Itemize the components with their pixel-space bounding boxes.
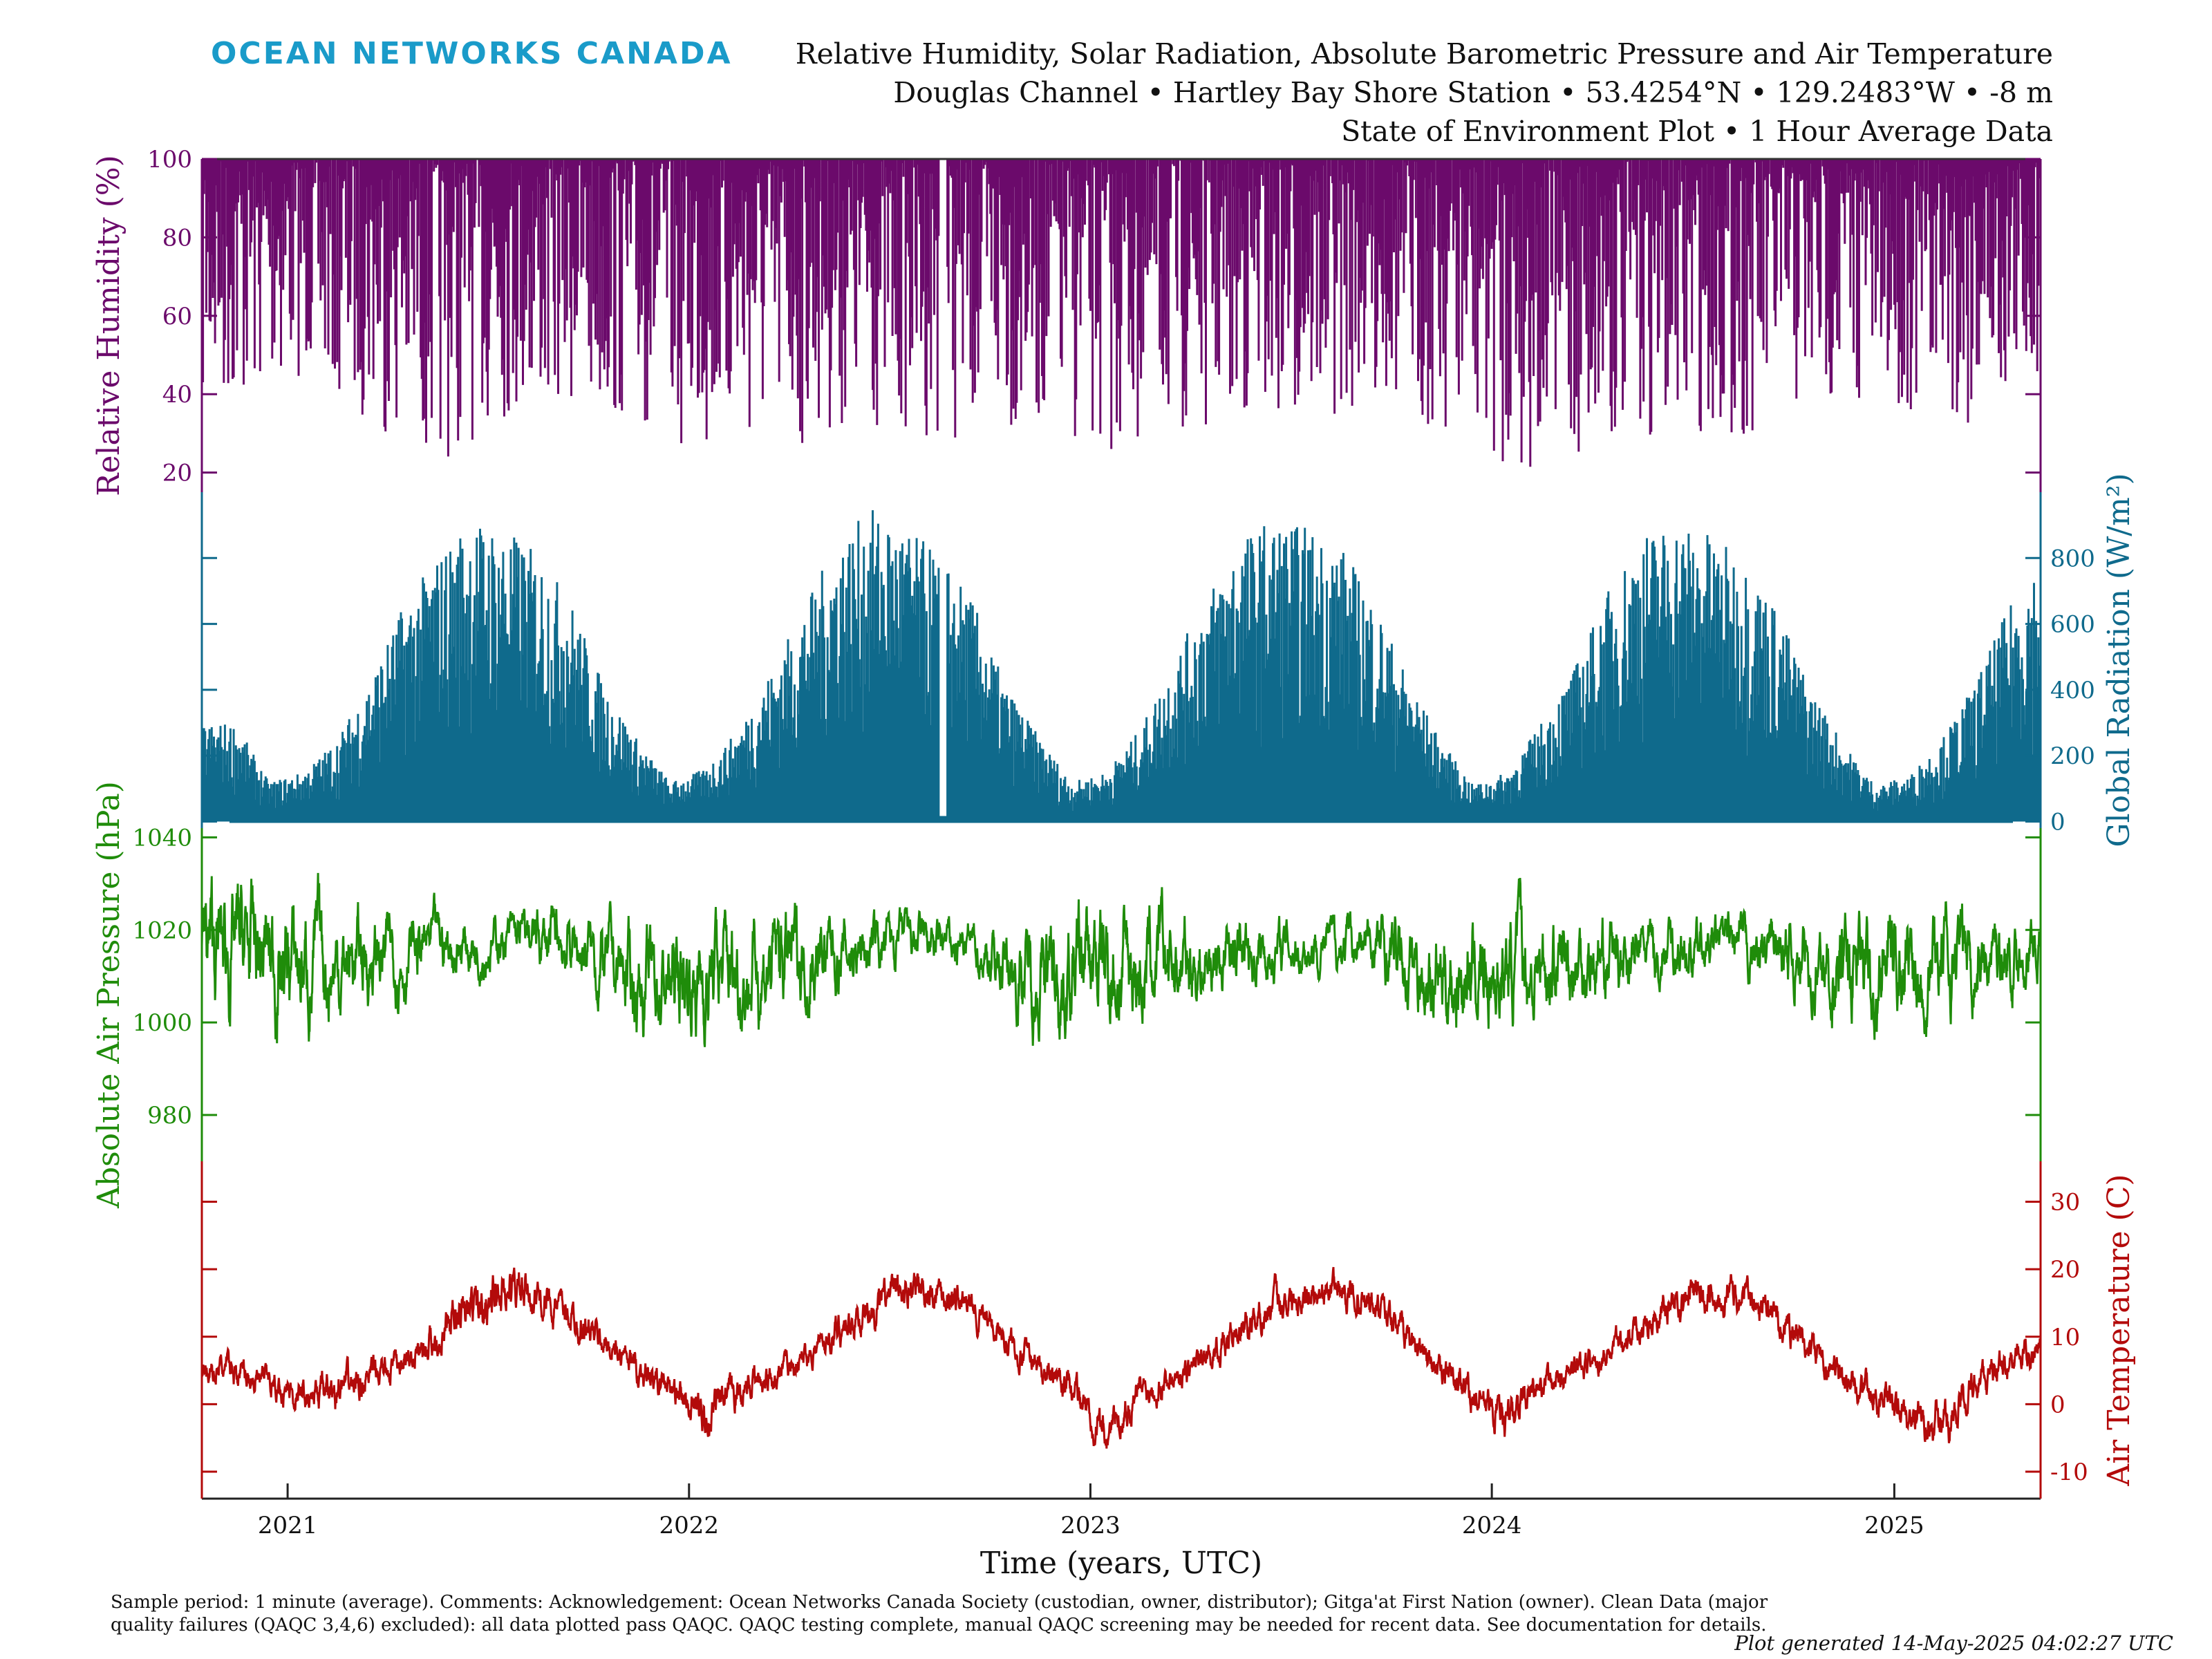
radiation-tick-label: 800 (2050, 545, 2095, 572)
ocean-networks-canada-logo: OCEAN NETWORKS CANADA (211, 36, 733, 71)
time-tick-label: 2025 (1864, 1512, 1924, 1539)
plot-generated-timestamp: Plot generated 14-May-2025 04:02:27 UTC (1734, 1631, 2173, 1655)
chart-subtitle-location: Douglas Channel • Hartley Bay Shore Stat… (893, 76, 2053, 109)
time-axis-label: Time (years, UTC) (980, 1546, 1262, 1581)
air-temperature-series (200, 1266, 2041, 1449)
humidity-series (202, 159, 2041, 467)
radiation-tick-label: 400 (2050, 677, 2095, 704)
pressure-axis-label: Absolute Air Pressure (hPa) (91, 781, 126, 1209)
humidity-tick-label: 100 (147, 146, 192, 174)
temperature-tick-label: 20 (2050, 1256, 2080, 1284)
pressure-tick-label: 980 (147, 1102, 192, 1130)
temperature-tick-label: -10 (2050, 1459, 2088, 1486)
radiation-axis-label: Global Radiation (W/m²) (2101, 473, 2137, 847)
air-pressure-series (200, 872, 2041, 1047)
humidity-tick-label: 20 (162, 460, 192, 487)
humidity-tick-label: 40 (162, 381, 192, 409)
temperature-tick-label: 10 (2050, 1324, 2080, 1351)
global-radiation-series (200, 510, 2041, 822)
chart-subtitle-data-type: State of Environment Plot • 1 Hour Avera… (1341, 115, 2053, 148)
pressure-tick-label: 1040 (132, 824, 192, 852)
temperature-tick-label: 0 (2050, 1391, 2065, 1418)
temperature-axis-label: Air Temperature (C) (2101, 1174, 2137, 1486)
time-tick-label: 2023 (1060, 1512, 1121, 1539)
humidity-axis-label: Relative Humidity (%) (91, 155, 126, 496)
radiation-tick-label: 200 (2050, 742, 2095, 770)
radiation-tick-label: 0 (2050, 808, 2065, 836)
chart-title: Relative Humidity, Solar Radiation, Abso… (795, 37, 2053, 71)
temperature-tick-label: 30 (2050, 1189, 2080, 1217)
time-tick-label: 2022 (659, 1512, 720, 1539)
footer-comments: Sample period: 1 minute (average). Comme… (111, 1592, 1768, 1635)
radiation-tick-label: 600 (2050, 611, 2095, 639)
time-tick-label: 2024 (1462, 1512, 1522, 1539)
radiation-baseline (229, 816, 2013, 823)
pressure-tick-label: 1020 (132, 917, 192, 944)
humidity-tick-label: 60 (162, 303, 192, 330)
time-tick-label: 2021 (258, 1512, 318, 1539)
pressure-tick-label: 1000 (132, 1009, 192, 1037)
humidity-tick-label: 80 (162, 224, 192, 252)
